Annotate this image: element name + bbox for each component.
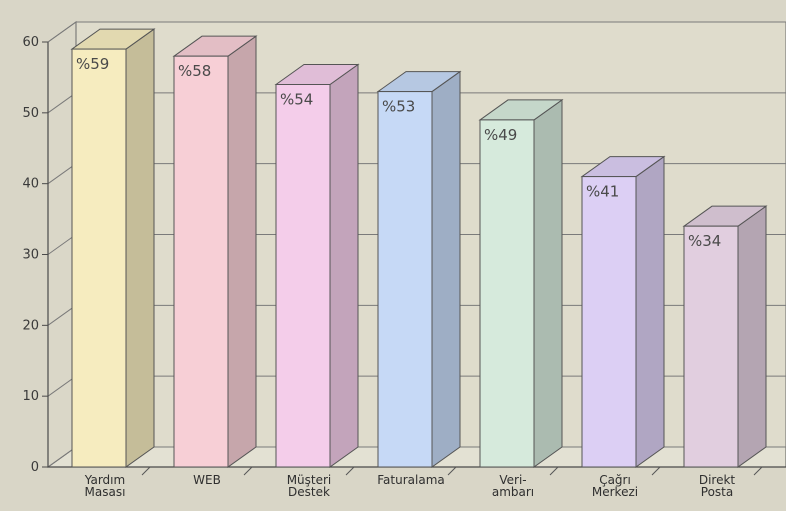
category-label-line: Veri- — [499, 473, 526, 487]
bar-front — [377, 91, 433, 468]
bars: %59 %58 %54 %53 %49 %41 %34 — [70, 28, 768, 468]
bar: %49 — [478, 98, 564, 468]
category-label-line: Posta — [701, 485, 733, 499]
bar-side — [227, 35, 257, 468]
category-label-line: Masası — [85, 485, 126, 499]
bar-side — [329, 63, 359, 468]
data-label: %58 — [178, 62, 211, 80]
category-label: WEB — [193, 473, 221, 487]
category-label: Çağrı Merkezi — [592, 473, 638, 499]
gridline-depth — [47, 375, 77, 397]
bar: %53 — [376, 70, 462, 468]
gridline-depth — [47, 446, 77, 468]
bar-side — [737, 205, 767, 468]
bar-front — [71, 48, 127, 468]
bar-front — [581, 176, 637, 468]
data-label: %54 — [280, 91, 313, 109]
category-label-line: Faturalama — [377, 473, 444, 487]
y-tick-label: 20 — [22, 318, 39, 333]
y-tick-label: 40 — [22, 177, 39, 192]
x-tick-mark — [753, 466, 763, 476]
x-tick-mark — [243, 466, 253, 476]
gridline-depth — [47, 234, 77, 255]
data-label: %49 — [484, 126, 517, 144]
bar: %58 — [172, 35, 258, 468]
y-tick-label: 0 — [31, 460, 39, 475]
category-label-line: ambarı — [492, 485, 534, 499]
y-tick-label: 10 — [22, 389, 39, 404]
x-tick-mark — [141, 466, 151, 476]
category-label-line: Merkezi — [592, 485, 638, 499]
category-labels: Yardım Masası WEB Müşteri Destek Faturalama Ve… — [84, 466, 763, 499]
y-tick-label: 60 — [22, 35, 39, 50]
bar-side — [125, 28, 155, 468]
data-label: %41 — [586, 183, 619, 201]
y-tick-labels: 0 10 20 30 40 50 60 — [22, 35, 39, 475]
x-tick-mark — [651, 466, 661, 476]
y-tick-label: 30 — [22, 248, 39, 263]
bar-front — [275, 84, 331, 468]
y-tick-label: 50 — [22, 106, 39, 121]
category-label: Faturalama — [377, 473, 444, 487]
category-label: Veri-ambarı — [492, 473, 534, 499]
bar-front — [683, 225, 739, 468]
x-tick-mark — [345, 466, 355, 476]
data-label: %53 — [382, 98, 415, 116]
gridline-depth — [47, 92, 77, 114]
x-tick-mark — [447, 466, 457, 476]
category-label-line: Yardım — [84, 473, 125, 487]
category-label-line: WEB — [193, 473, 221, 487]
category-label-line: Müşteri — [287, 473, 332, 487]
bar-side — [431, 70, 461, 468]
category-label: Yardım Masası — [84, 473, 126, 499]
category-label-line: Çağrı — [599, 473, 631, 487]
gridline-depth — [47, 21, 77, 43]
bar: %59 — [70, 28, 156, 468]
bar-side — [533, 98, 563, 468]
bar: %34 — [682, 205, 768, 468]
category-label: Müşteri Destek — [287, 473, 332, 499]
bar: %54 — [274, 63, 360, 468]
bar-front — [479, 119, 535, 468]
gridline-depth — [47, 304, 77, 326]
category-label-line: Direkt — [699, 473, 736, 487]
bar-side — [635, 155, 665, 468]
bar: %41 — [580, 155, 666, 468]
category-label: Direkt Posta — [699, 473, 736, 499]
data-label: %59 — [76, 55, 109, 73]
data-label: %34 — [688, 232, 721, 250]
gridline-depth — [47, 163, 77, 185]
x-tick-mark — [549, 466, 559, 476]
bar-front — [173, 55, 229, 468]
category-label-line: Destek — [288, 485, 330, 499]
